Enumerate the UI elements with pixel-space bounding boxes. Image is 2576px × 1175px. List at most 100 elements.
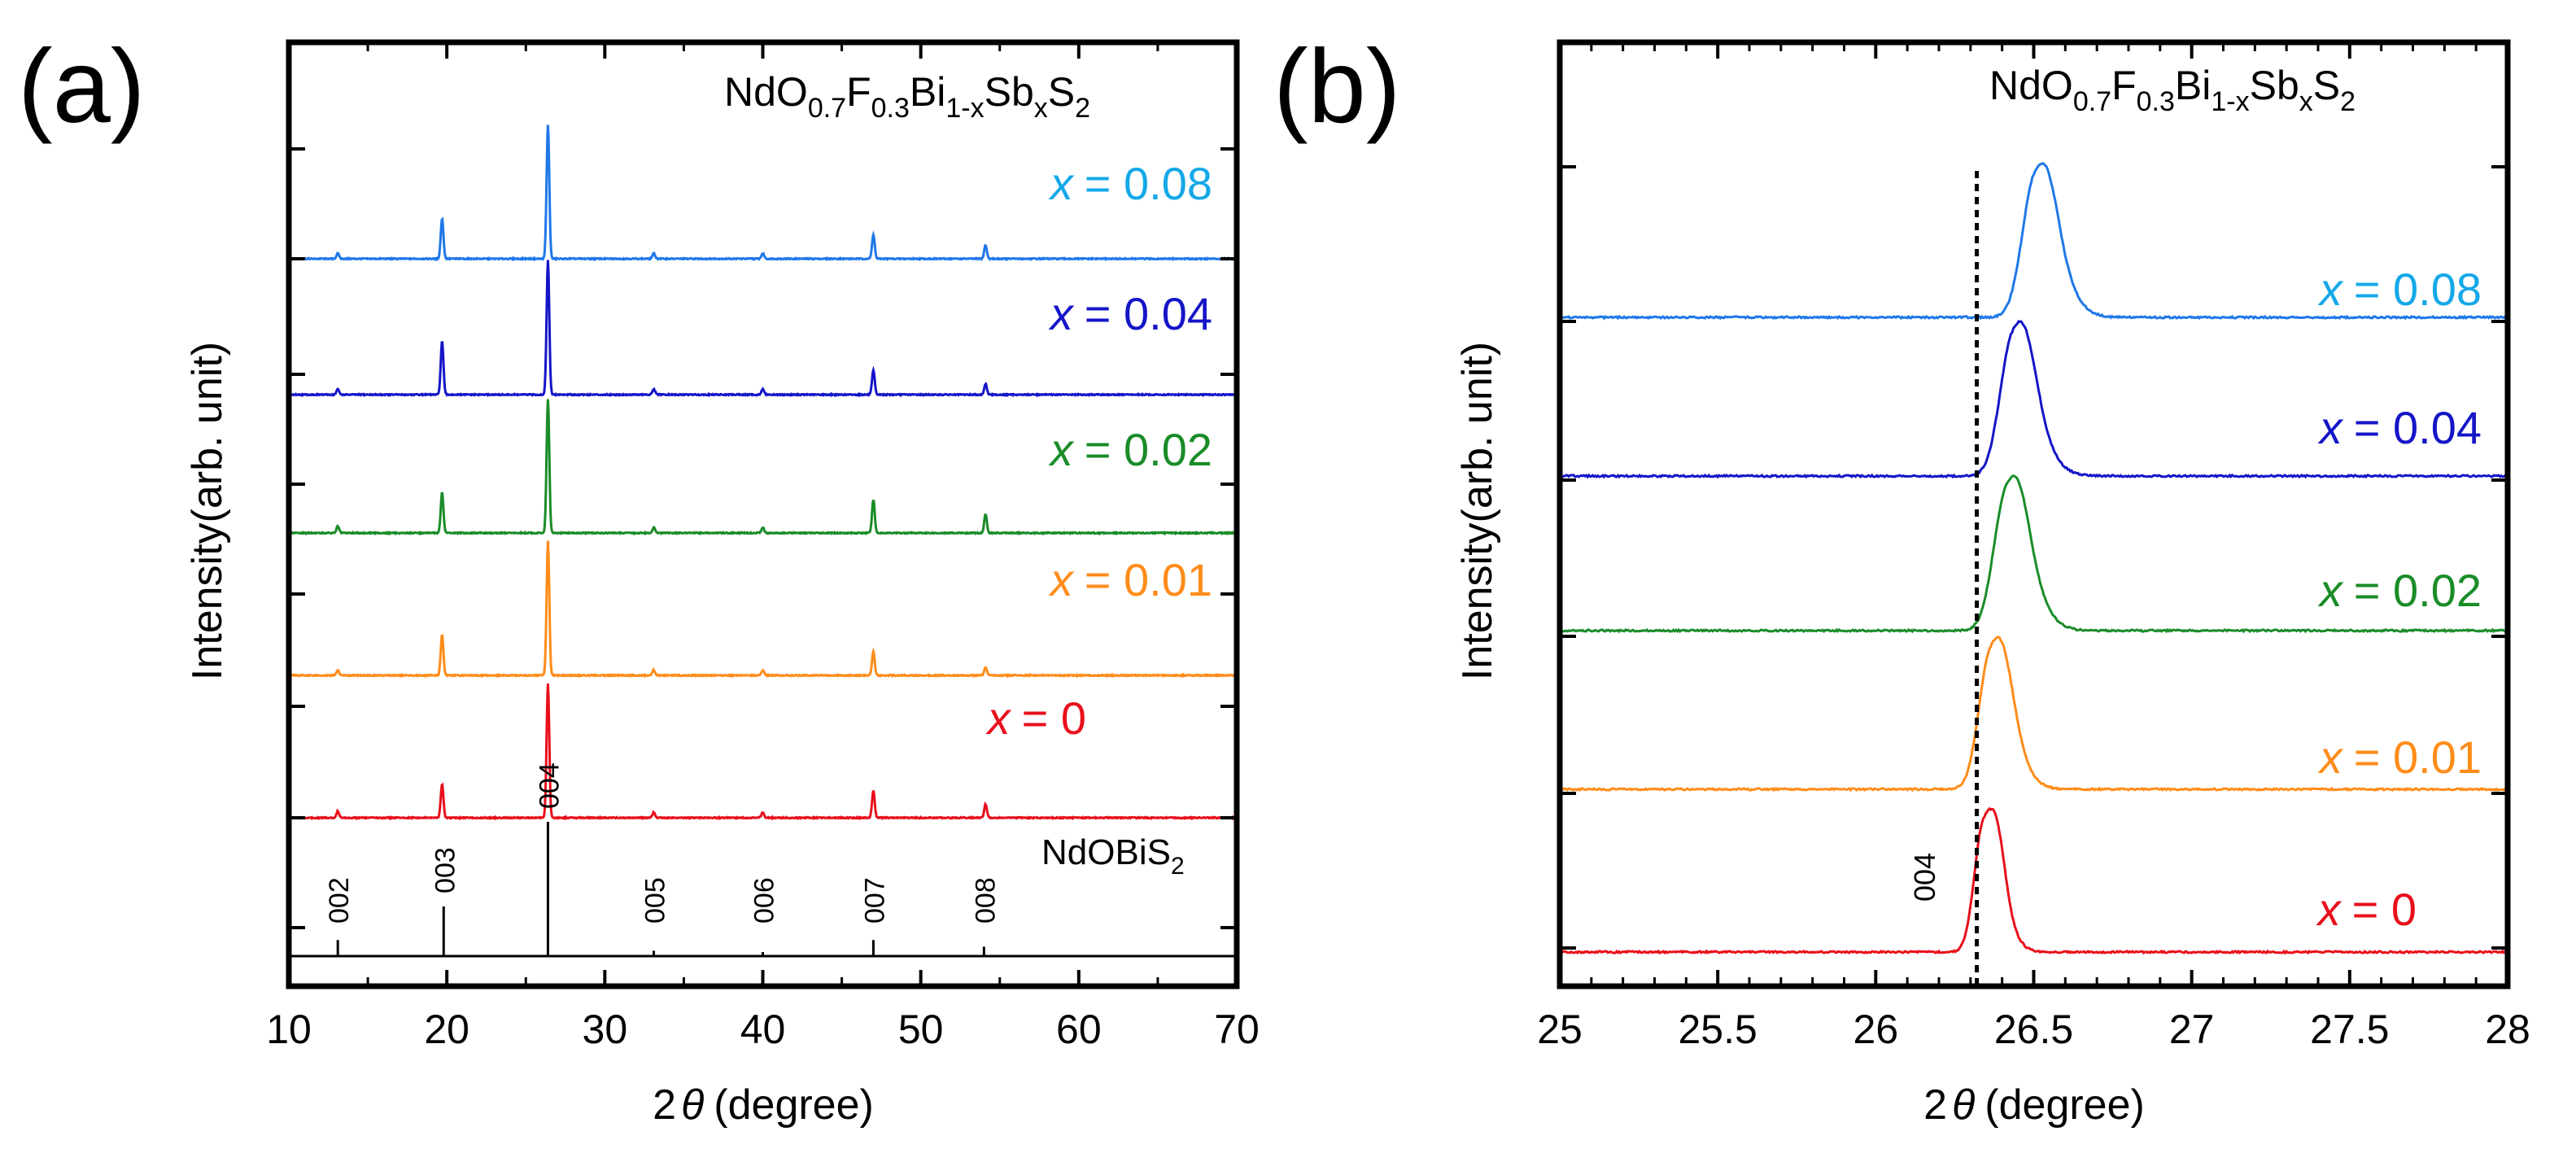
xlabel-unit: (degree)	[714, 1081, 874, 1129]
panel-a-formula: NdO0.7F0.3Bi1-xSbxS2	[724, 69, 1090, 124]
formula-sub: 2	[2340, 86, 2356, 117]
reference-hkl-004: 004	[534, 762, 565, 809]
panel-a-xtick-label: 10	[266, 1007, 312, 1052]
series-var: x	[1048, 424, 1075, 475]
panel-b-series-x-0.04	[1559, 320, 2508, 479]
formula-part: Bi	[910, 69, 945, 115]
panel-b-xtick-label: 26	[1853, 1007, 1899, 1052]
series-var: x	[985, 692, 1012, 744]
panel-a-series-x-0.04	[288, 260, 1238, 398]
panel-a-label: (a)	[18, 28, 145, 145]
formula-sub: 0.3	[2137, 86, 2175, 117]
panel-a-xtick-label: 50	[898, 1007, 944, 1052]
panel-b-xtick-label: 28	[2485, 1007, 2530, 1052]
panel-a-label-x-0.01: x = 0.01	[1048, 554, 1212, 605]
formula-sub: 1-x	[2211, 86, 2249, 117]
panel-a-ticks: 10 20 30 40 50 60 70	[266, 42, 1260, 1052]
series-value: = 0.04	[1085, 288, 1212, 339]
series-value: = 0.04	[2354, 402, 2482, 453]
series-var: x	[2317, 402, 2344, 453]
xlabel-theta: θ	[1952, 1081, 1975, 1129]
panel-b-xtick-label: 25.5	[1679, 1007, 1757, 1052]
panel-b-label-x-0: x = 0	[2316, 884, 2417, 935]
formula-sub: 2	[1075, 93, 1090, 124]
formula-part: F	[846, 69, 871, 115]
series-var: x	[2316, 884, 2342, 935]
panel-a-label-x-0: x = 0	[985, 692, 1086, 744]
series-value: = 0.08	[2354, 264, 2482, 315]
xlabel-two: 2	[1923, 1081, 1947, 1129]
panel-b-xtick-label: 27.5	[2310, 1007, 2389, 1052]
panel-b-xtick-label: 27	[2169, 1007, 2215, 1052]
series-value: = 0	[1022, 692, 1086, 744]
panel-a-series-x-0	[288, 683, 1238, 821]
series-var: x	[1048, 158, 1075, 209]
panel-a-frame	[286, 39, 1240, 989]
xlabel-theta: θ	[681, 1081, 704, 1129]
formula-sub: x	[1034, 93, 1048, 124]
panel-a-series-x-0.08	[288, 124, 1238, 262]
panel-a-xtick-label: 70	[1214, 1007, 1260, 1052]
panel-b-xtick-label: 26.5	[1994, 1007, 2073, 1052]
panel-a-series	[288, 124, 1238, 821]
panel-a-reference-label: NdOBiS2	[1041, 832, 1185, 880]
formula-sub: 0.7	[808, 93, 846, 124]
series-var: x	[2317, 732, 2344, 783]
panel-a-xlabel: 2 θ (degree)	[653, 1081, 874, 1129]
series-value: = 0	[2352, 884, 2417, 935]
panel-b-xlabel: 2 θ (degree)	[1923, 1081, 2145, 1129]
formula-sub: 0.3	[871, 93, 910, 124]
panel-b-series-x-0.08	[1559, 162, 2508, 321]
reference-label-base: NdOBiS	[1041, 832, 1171, 872]
formula-part: F	[2111, 63, 2137, 108]
formula-sub: 1-x	[945, 93, 984, 124]
formula-part: Sb	[985, 69, 1034, 115]
reference-label-sub: 2	[1171, 853, 1185, 880]
panel-b-ticks: 25 25.5 26 26.5 27 27.5 28	[1537, 42, 2530, 1052]
panel-a-label-x-0.08: x = 0.08	[1048, 158, 1212, 209]
panel-b-label-x-0.04: x = 0.04	[2317, 402, 2482, 453]
reference-hkl-008: 008	[970, 877, 1001, 924]
reference-hkl-003: 003	[430, 847, 461, 893]
panel-b-series-x-0.02	[1558, 474, 2508, 634]
formula-part: Sb	[2250, 63, 2299, 108]
formula-part: S	[1048, 69, 1075, 115]
panel-a: (a) 002 003 004 005 006 007 008 10 20 30 40 50 60 70…	[18, 28, 1260, 1129]
series-value: = 0.01	[1085, 554, 1212, 605]
panel-a-xtick-label: 60	[1056, 1007, 1102, 1052]
reference-hkl-007: 007	[859, 877, 890, 924]
series-value: = 0.02	[2354, 565, 2482, 616]
panel-a-xtick-label: 20	[424, 1007, 469, 1052]
panel-b-series	[1558, 162, 2509, 955]
panel-a-ylabel: Intensity(arb. unit)	[184, 342, 231, 680]
series-var: x	[1048, 288, 1075, 339]
xlabel-unit: (degree)	[1984, 1081, 2145, 1129]
panel-a-label-x-0.02: x = 0.02	[1048, 424, 1212, 475]
formula-part: NdO	[1989, 63, 2073, 108]
panel-b-label: (b)	[1273, 28, 1400, 145]
formula-part: Bi	[2175, 63, 2211, 108]
series-value: = 0.01	[2354, 732, 2482, 783]
series-var: x	[2317, 264, 2344, 315]
panel-a-xtick-label: 30	[583, 1007, 628, 1052]
panel-b-formula: NdO0.7F0.3Bi1-xSbxS2	[1989, 63, 2356, 117]
panel-a-series-x-0.01	[288, 540, 1238, 679]
panel-b-frame	[1557, 39, 2511, 989]
panel-b-xtick-label: 25	[1537, 1007, 1583, 1052]
series-var: x	[2317, 565, 2344, 616]
panel-b-ylabel: Intensity(arb. unit)	[1454, 342, 1501, 680]
reference-hkl-002: 002	[324, 877, 355, 924]
panel-b-label-x-0.02: x = 0.02	[2317, 565, 2482, 616]
formula-part: NdO	[724, 69, 808, 115]
panel-b-label-x-0.01: x = 0.01	[2317, 732, 2482, 783]
panel-a-xtick-label: 40	[740, 1007, 786, 1052]
series-var: x	[1048, 554, 1075, 605]
series-value: = 0.02	[1085, 424, 1212, 475]
panel-a-reference-pattern: 002 003 004 005 006 007 008	[289, 762, 1237, 958]
panel-a-label-x-0.04: x = 0.04	[1048, 288, 1212, 339]
series-value: = 0.08	[1085, 158, 1212, 209]
reference-hkl-006: 006	[749, 877, 780, 924]
panel-a-series-x-0.02	[288, 399, 1238, 536]
reference-hkl-005: 005	[640, 877, 671, 924]
